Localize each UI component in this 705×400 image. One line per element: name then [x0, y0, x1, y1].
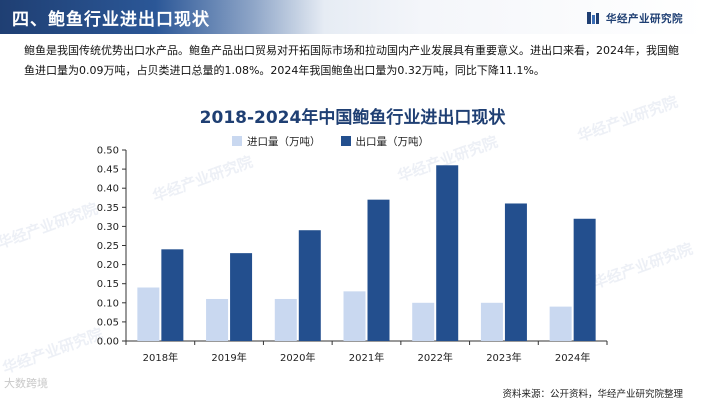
y-tick-label: 0.50	[97, 146, 119, 157]
y-tick-label: 0.35	[97, 203, 119, 214]
import-bar	[412, 302, 435, 341]
export-bar	[367, 199, 390, 341]
import-bar	[206, 298, 229, 341]
x-tick-label: 2018年	[143, 351, 178, 364]
export-bar	[504, 203, 527, 341]
x-tick-label: 2020年	[280, 351, 315, 364]
y-tick-label: 0.10	[97, 298, 119, 309]
chart-legend: 进口量（万吨） 出口量（万吨）	[232, 134, 429, 148]
source-note: 资料来源：公开资料，华经产业研究院整理	[502, 389, 683, 400]
y-tick-label: 0.45	[97, 165, 119, 176]
page-title: 四、鲍鱼行业进出口现状	[12, 10, 210, 30]
legend-swatch-export	[340, 136, 351, 146]
import-bar	[137, 287, 160, 341]
x-tick-label: 2021年	[349, 351, 384, 364]
x-tick-label: 2024年	[555, 351, 590, 364]
legend-label-import: 进口量（万吨）	[247, 135, 321, 148]
x-tick-label: 2022年	[417, 351, 452, 364]
export-bar	[573, 218, 596, 341]
import-bar	[549, 306, 572, 341]
legend-label-export: 出口量（万吨）	[355, 135, 430, 148]
legend-item-import: 进口量（万吨）	[232, 134, 321, 149]
y-tick-label: 0.20	[97, 260, 119, 271]
export-bar	[161, 249, 184, 341]
brand: 华经产业研究院	[586, 10, 683, 26]
corner-watermark: 大数跨境	[4, 377, 48, 390]
y-tick-label: 0.05	[97, 317, 119, 328]
chart-title: 2018-2024年中国鲍鱼行业进出口现状	[199, 108, 506, 128]
y-tick-label: 0.15	[97, 279, 119, 290]
header-band: 四、鲍鱼行业进出口现状 华经产业研究院	[0, 0, 705, 34]
summary-paragraph: 鲍鱼是我国传统优势出口水产品。鲍鱼产品出口贸易对开拓国际市场和拉动国内产业发展具…	[24, 44, 679, 77]
import-bar	[343, 291, 366, 341]
export-bar	[298, 230, 321, 341]
import-bar	[480, 302, 503, 341]
brand-name: 华经产业研究院	[606, 12, 683, 25]
y-tick-label: 0.40	[97, 184, 119, 195]
export-bar	[436, 165, 459, 341]
x-tick-label: 2023年	[486, 351, 521, 364]
x-tick-label: 2019年	[211, 351, 246, 364]
export-bar	[230, 253, 253, 341]
legend-swatch-import	[232, 136, 242, 146]
y-tick-label: 0.30	[97, 222, 119, 233]
y-tick-label: 0.00	[97, 337, 119, 348]
brand-logo-icon	[587, 12, 599, 24]
y-tick-label: 0.25	[97, 241, 119, 252]
legend-item-export: 出口量（万吨）	[340, 134, 430, 149]
import-bar	[274, 298, 297, 341]
